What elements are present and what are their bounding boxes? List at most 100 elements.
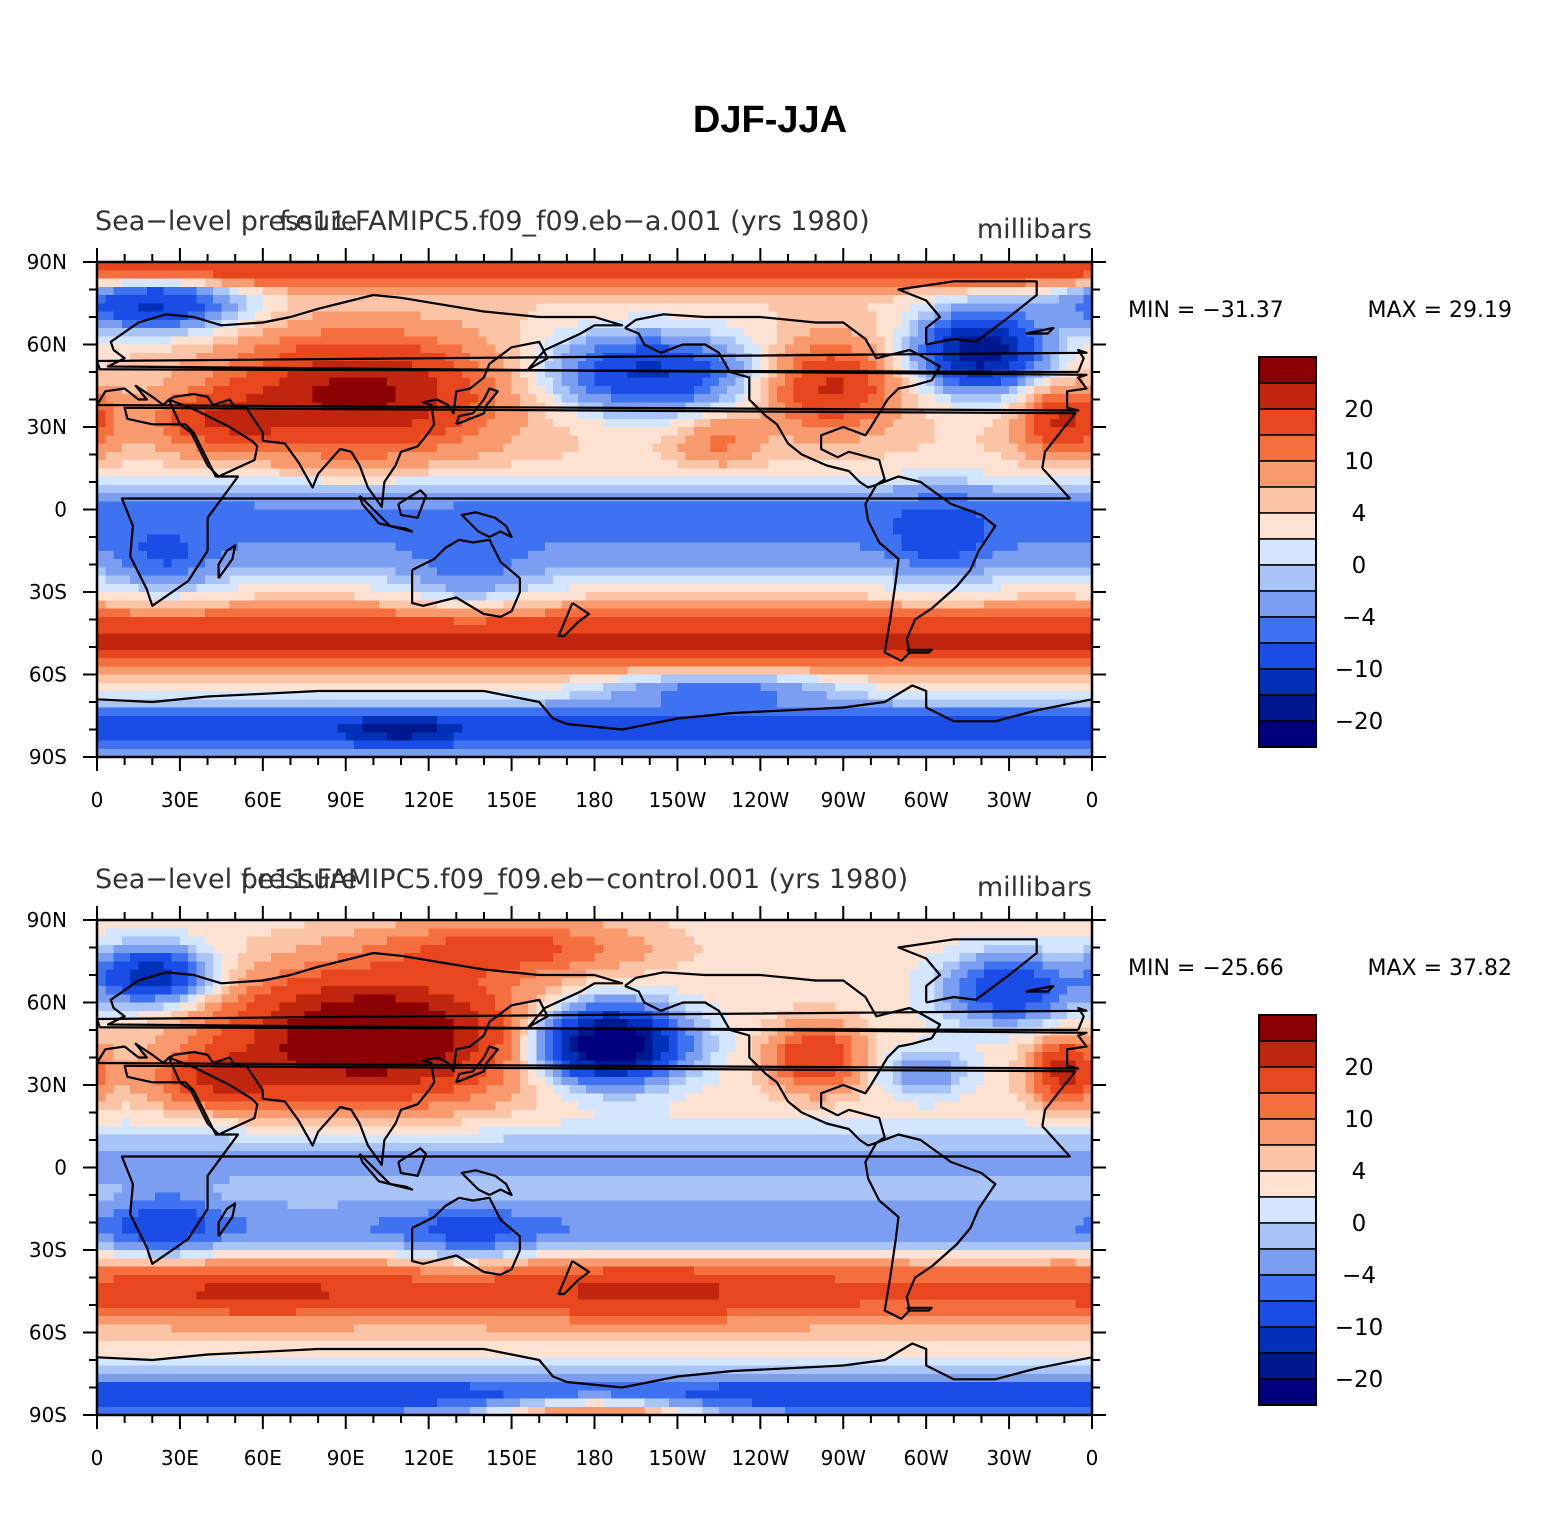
field-cell [1009,468,1018,478]
field-cell [1025,435,1035,445]
field-cell [893,517,902,527]
field-cell [445,468,455,478]
field-cell [984,410,994,420]
field-cell [785,361,795,370]
field-cell [304,385,314,395]
field-cell [702,303,712,313]
field-cell [602,583,612,593]
field-cell [577,262,587,271]
field-cell [743,394,753,403]
field-cell [901,443,911,453]
field-cell [320,517,330,527]
field-cell [710,484,720,494]
field-cell [785,468,795,478]
field-cell [602,311,612,321]
field-cell [262,328,272,337]
field-cell [702,410,712,420]
field-cell [785,559,795,568]
field-cell [702,377,712,387]
field-cell [237,377,247,387]
field-cell [793,443,803,453]
field-cell [602,460,612,469]
field-cell [271,542,281,552]
field-cell [1083,385,1092,395]
field-cell [577,377,587,387]
field-cell [959,443,969,453]
field-cell [561,550,571,560]
field-cell [478,526,488,535]
field-cell [121,394,131,403]
field-cell [660,377,670,387]
field-cell [113,484,123,494]
field-cell [909,319,919,329]
field-cell [884,278,894,288]
field-cell [420,410,430,420]
field-cell [868,451,878,461]
field-cell [752,418,761,428]
field-cell [934,542,944,552]
field-cell [461,575,471,585]
field-cell [1075,311,1085,321]
field-cell [826,583,836,593]
field-cell [312,443,322,453]
field-cell [378,418,388,428]
field-cell [801,460,811,469]
field-cell [486,468,496,478]
field-cell [743,451,753,461]
field-cell [121,377,131,387]
field-cell [345,509,355,519]
field-cell [1050,361,1060,370]
field-cell [279,394,289,403]
field-cell [1017,336,1027,346]
field-cell [387,443,397,453]
field-cell [354,385,363,395]
field-cell [544,418,554,428]
field-cell [378,303,388,313]
field-cell [553,517,562,527]
field-cell [511,344,521,354]
field-cell [951,336,960,346]
field-cell [694,410,703,420]
field-cell [660,278,670,288]
field-cell [884,509,894,519]
field-cell [453,501,463,511]
field-cell [304,352,314,362]
field-cell [743,270,753,280]
field-cell [752,435,761,445]
field-cell [246,427,256,436]
field-cell [868,559,878,568]
field-cell [1058,435,1068,445]
field-cell [221,278,231,288]
field-cell [262,369,272,379]
field-cell [586,575,596,585]
field-cell [171,385,181,395]
field-cell [221,460,231,469]
field-cell [669,394,679,403]
field-cell [163,278,173,288]
field-cell [528,262,538,271]
field-cell [279,319,289,329]
field-cell [685,559,695,568]
field-cell [776,460,786,469]
field-cell [503,517,513,527]
field-cell [1058,575,1068,585]
field-cell [420,567,430,577]
field-cell [776,410,786,420]
field-cell [420,484,430,494]
field-cell [354,418,363,428]
field-cell [801,476,811,486]
field-cell [851,575,861,585]
field-cell [984,352,994,362]
field-cell [511,328,521,337]
field-cell [246,377,256,387]
field-cell [237,451,247,461]
field-cell [810,501,819,511]
field-cell [470,336,480,346]
field-cell [810,542,819,552]
field-cell [768,328,778,337]
field-cell [287,526,297,535]
field-cell [271,559,281,568]
field-cell [942,517,952,527]
field-cell [669,517,679,527]
field-cell [279,443,289,453]
